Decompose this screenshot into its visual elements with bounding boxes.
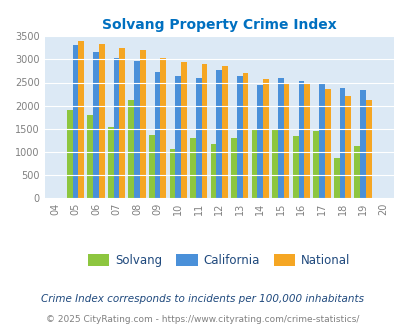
Bar xyxy=(257,85,262,198)
Bar xyxy=(222,66,227,198)
Bar xyxy=(175,76,181,198)
Bar xyxy=(318,83,324,198)
Bar xyxy=(354,146,359,198)
Bar xyxy=(339,87,345,198)
Bar xyxy=(190,138,195,198)
Bar xyxy=(181,62,186,198)
Bar xyxy=(230,138,237,198)
Bar xyxy=(242,73,248,198)
Title: Solvang Property Crime Index: Solvang Property Crime Index xyxy=(102,18,336,32)
Bar xyxy=(93,52,99,198)
Bar xyxy=(201,64,207,198)
Bar xyxy=(237,76,242,198)
Bar xyxy=(251,129,257,198)
Bar xyxy=(324,89,330,198)
Text: Crime Index corresponds to incidents per 100,000 inhabitants: Crime Index corresponds to incidents per… xyxy=(41,294,364,304)
Bar xyxy=(345,96,350,198)
Bar xyxy=(119,48,125,198)
Bar xyxy=(333,158,339,198)
Bar xyxy=(160,57,166,198)
Bar xyxy=(128,100,134,198)
Bar xyxy=(272,130,277,198)
Bar xyxy=(365,100,371,198)
Bar xyxy=(277,78,283,198)
Bar xyxy=(154,72,160,198)
Bar xyxy=(99,44,104,198)
Bar xyxy=(134,61,140,198)
Bar xyxy=(298,81,303,198)
Text: © 2025 CityRating.com - https://www.cityrating.com/crime-statistics/: © 2025 CityRating.com - https://www.city… xyxy=(46,315,359,324)
Bar xyxy=(78,41,84,198)
Bar xyxy=(283,83,289,198)
Bar xyxy=(313,131,318,198)
Bar xyxy=(262,79,268,198)
Bar xyxy=(359,90,365,198)
Bar xyxy=(113,58,119,198)
Bar xyxy=(303,84,309,198)
Bar xyxy=(292,136,298,198)
Bar xyxy=(140,50,145,198)
Bar xyxy=(67,110,72,198)
Legend: Solvang, California, National: Solvang, California, National xyxy=(83,249,354,272)
Bar xyxy=(195,78,201,198)
Bar xyxy=(210,144,216,198)
Bar xyxy=(87,115,93,198)
Bar xyxy=(72,45,78,198)
Bar xyxy=(149,135,154,198)
Bar xyxy=(108,127,113,198)
Bar xyxy=(169,149,175,198)
Bar xyxy=(216,70,222,198)
